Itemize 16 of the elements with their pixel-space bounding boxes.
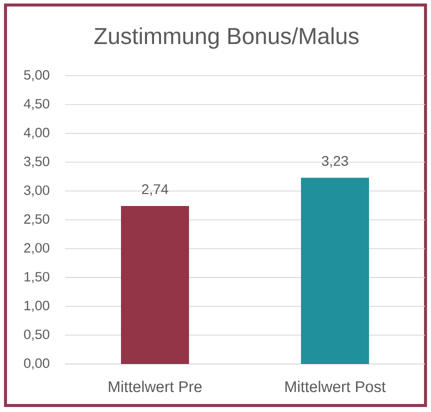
y-tick-label: 0,50 xyxy=(24,330,50,341)
y-tick-label: 1,50 xyxy=(24,272,50,284)
x-tick-label: Mittelwert Post xyxy=(285,380,386,392)
data-label: 3,23 xyxy=(322,156,348,168)
data-label: 2,74 xyxy=(142,184,168,196)
y-tick-label: 0,00 xyxy=(24,358,50,370)
y-tick-label: 4,50 xyxy=(24,98,50,110)
y-tick-label: 4,00 xyxy=(24,128,50,139)
y-tick-label: 5,00 xyxy=(24,70,50,82)
y-tick-label: 2,00 xyxy=(24,243,50,254)
x-tick-label: Mittelwert Pre xyxy=(108,380,202,392)
y-tick-label: 1,00 xyxy=(24,300,50,312)
y-tick-label: 3,50 xyxy=(24,156,50,168)
chart-title: Zustimmung Bonus/Malus xyxy=(94,27,359,49)
y-tick-label: 2,50 xyxy=(24,214,50,226)
y-tick-label: 3,00 xyxy=(24,185,50,197)
